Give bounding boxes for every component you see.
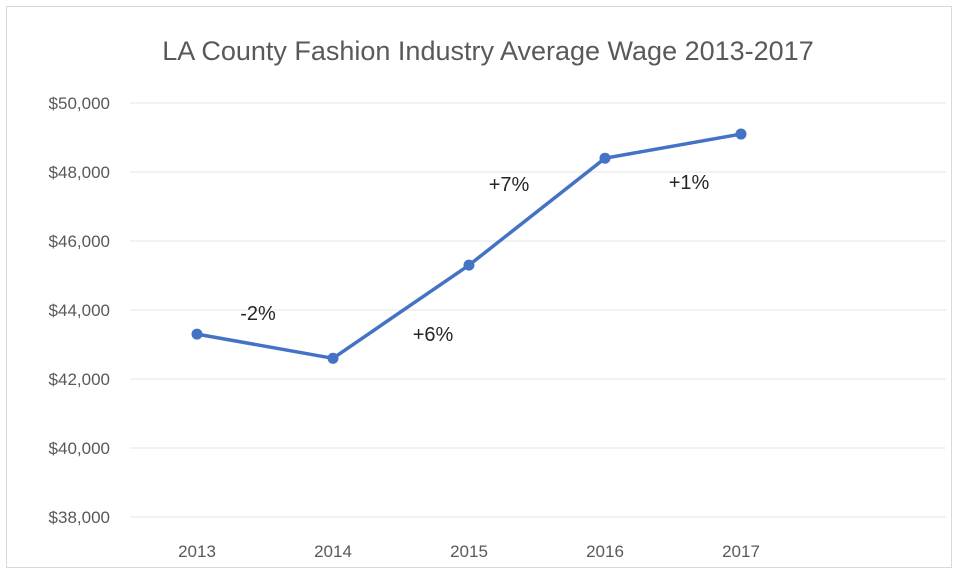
y-tick-label: $38,000 bbox=[49, 508, 110, 527]
percent-change-label: +6% bbox=[413, 324, 454, 346]
series-line bbox=[195, 132, 743, 361]
y-axis: $38,000 $40,000 $42,000 $44,000 $46,000 $48,0… bbox=[49, 94, 110, 527]
y-tick-label: $48,000 bbox=[49, 163, 110, 182]
y-tick-label: $44,000 bbox=[49, 301, 110, 320]
chart-container bbox=[6, 6, 952, 568]
data-point bbox=[191, 328, 203, 340]
x-tick-label: 2014 bbox=[314, 542, 352, 561]
data-point bbox=[735, 128, 747, 140]
percent-change-label: +7% bbox=[489, 174, 530, 196]
series-group bbox=[191, 128, 747, 364]
annotations: -2% +6% +7% +1% bbox=[240, 172, 709, 346]
x-axis: 2013 2014 2015 2016 2017 bbox=[178, 542, 760, 561]
chart-title: LA County Fashion Industry Average Wage … bbox=[162, 36, 813, 66]
data-point bbox=[463, 259, 475, 271]
gridlines bbox=[130, 102, 946, 518]
percent-change-label: -2% bbox=[240, 303, 276, 325]
x-tick-label: 2013 bbox=[178, 542, 216, 561]
y-tick-label: $40,000 bbox=[49, 439, 110, 458]
data-point bbox=[599, 152, 611, 164]
x-tick-label: 2016 bbox=[586, 542, 624, 561]
y-tick-label: $50,000 bbox=[49, 94, 110, 113]
data-point bbox=[327, 352, 339, 364]
y-tick-label: $46,000 bbox=[49, 232, 110, 251]
x-tick-label: 2015 bbox=[450, 542, 488, 561]
x-tick-label: 2017 bbox=[722, 542, 760, 561]
y-tick-label: $42,000 bbox=[49, 370, 110, 389]
percent-change-label: +1% bbox=[669, 172, 710, 194]
